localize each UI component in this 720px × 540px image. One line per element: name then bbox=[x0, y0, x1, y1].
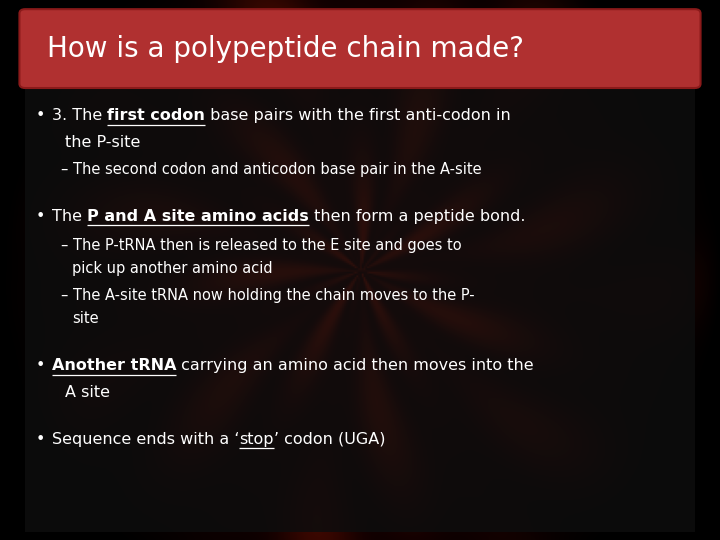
Text: Sequence ends with a ‘: Sequence ends with a ‘ bbox=[52, 432, 239, 447]
Text: ’ codon (UGA): ’ codon (UGA) bbox=[274, 432, 385, 447]
Text: Another tRNA: Another tRNA bbox=[52, 358, 176, 373]
Text: •: • bbox=[36, 208, 45, 224]
Text: first codon: first codon bbox=[107, 108, 205, 123]
Text: then form a peptide bond.: then form a peptide bond. bbox=[309, 208, 525, 224]
Text: the P-site: the P-site bbox=[65, 134, 140, 150]
Text: – The A-site tRNA now holding the chain moves to the P-: – The A-site tRNA now holding the chain … bbox=[61, 288, 474, 303]
Text: A site: A site bbox=[65, 385, 109, 400]
Text: •: • bbox=[36, 108, 45, 123]
Text: pick up another amino acid: pick up another amino acid bbox=[72, 261, 273, 276]
Text: site: site bbox=[72, 311, 99, 326]
Text: •: • bbox=[36, 358, 45, 373]
Text: base pairs with the first anti-codon in: base pairs with the first anti-codon in bbox=[205, 108, 511, 123]
Text: 3. The: 3. The bbox=[52, 108, 107, 123]
Text: carrying an amino acid then moves into the: carrying an amino acid then moves into t… bbox=[176, 358, 534, 373]
Text: •: • bbox=[36, 432, 45, 447]
Text: The: The bbox=[52, 208, 87, 224]
Text: – The second codon and anticodon base pair in the A-site: – The second codon and anticodon base pa… bbox=[61, 161, 482, 177]
Text: P and A site amino acids: P and A site amino acids bbox=[87, 208, 309, 224]
Text: How is a polypeptide chain made?: How is a polypeptide chain made? bbox=[47, 35, 523, 63]
Text: stop: stop bbox=[239, 432, 274, 447]
Text: – The P-tRNA then is released to the E site and goes to: – The P-tRNA then is released to the E s… bbox=[61, 238, 462, 253]
